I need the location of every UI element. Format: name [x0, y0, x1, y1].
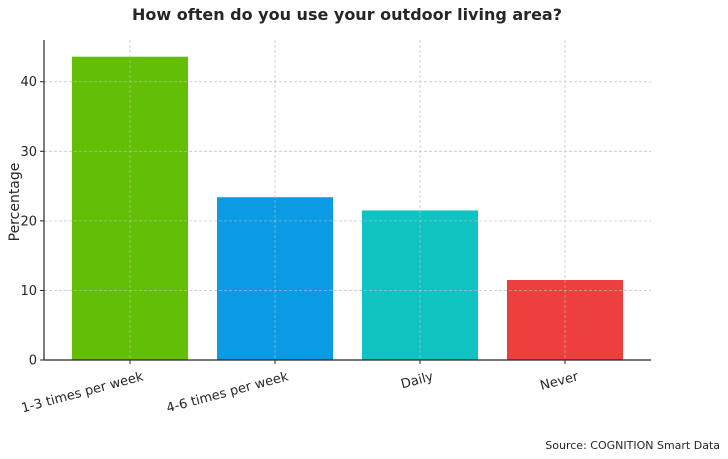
x-tick-label: 1-3 times per week	[20, 369, 146, 416]
y-tick-label: 20	[20, 214, 37, 229]
y-tick-label: 0	[29, 354, 37, 369]
chart-title: How often do you use your outdoor living…	[132, 5, 562, 24]
x-tick-label: 4-6 times per week	[165, 369, 291, 416]
y-axis-label: Percentage	[7, 163, 23, 242]
y-tick-label: 30	[20, 145, 37, 160]
source-note: Source: COGNITION Smart Data	[545, 439, 720, 452]
axes	[43, 40, 651, 361]
x-tick-label: Daily	[399, 369, 435, 392]
y-tick-label: 10	[20, 284, 37, 299]
x-ticks: 1-3 times per week 4-6 times per week Dail…	[20, 360, 581, 416]
x-tick-label: Never	[539, 369, 581, 394]
bars	[72, 56, 623, 361]
y-ticks: 0 10 20 30 40	[20, 75, 44, 369]
y-tick-label: 40	[20, 75, 37, 90]
